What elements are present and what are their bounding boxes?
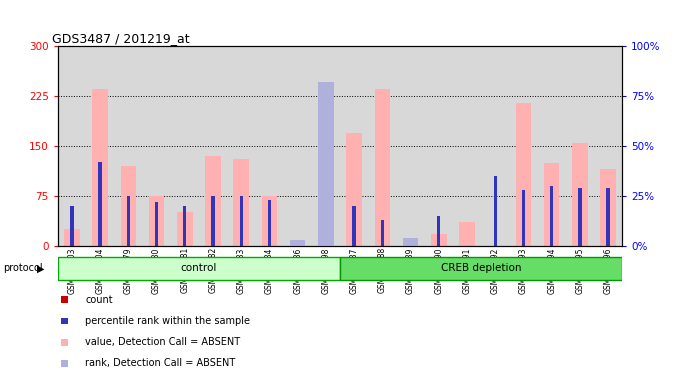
Bar (522, 190, 525, 246)
Bar (227, 46, 256, 246)
Bar (262, 196, 277, 246)
Bar (58, 257, 340, 280)
Bar (515, 103, 531, 246)
Bar (538, 46, 566, 246)
Bar (509, 46, 538, 246)
Text: protocol: protocol (3, 263, 43, 273)
Bar (369, 46, 396, 246)
Bar (340, 257, 622, 280)
Bar (126, 196, 130, 246)
Bar (318, 139, 334, 246)
Bar (290, 240, 305, 246)
Text: GDS3487 / 201219_at: GDS3487 / 201219_at (52, 32, 190, 45)
Bar (284, 46, 312, 246)
Bar (607, 188, 610, 246)
Bar (312, 46, 340, 246)
Text: rank, Detection Call = ABSENT: rank, Detection Call = ABSENT (85, 358, 235, 368)
Bar (58, 46, 86, 246)
Text: CREB depletion: CREB depletion (441, 263, 522, 273)
Bar (403, 238, 418, 246)
Bar (211, 196, 215, 246)
Bar (375, 89, 390, 246)
Bar (594, 46, 622, 246)
Bar (437, 216, 441, 246)
Text: ▶: ▶ (37, 263, 44, 273)
Bar (120, 166, 136, 246)
Bar (578, 188, 581, 246)
Text: count: count (85, 295, 113, 305)
Text: percentile rank within the sample: percentile rank within the sample (85, 316, 250, 326)
Bar (566, 46, 594, 246)
Bar (600, 169, 616, 246)
Bar (177, 212, 192, 246)
Bar (318, 82, 334, 246)
Bar (346, 132, 362, 246)
Bar (453, 46, 481, 246)
Bar (396, 46, 425, 246)
Bar (86, 46, 114, 246)
Bar (149, 196, 165, 246)
Bar (494, 176, 497, 246)
Bar (352, 206, 356, 246)
Text: control: control (181, 263, 217, 273)
Bar (572, 142, 588, 246)
Bar (155, 202, 158, 246)
Bar (268, 200, 271, 246)
Bar (481, 46, 509, 246)
Bar (114, 46, 143, 246)
Bar (64, 229, 80, 246)
Bar (550, 186, 554, 246)
Bar (70, 206, 73, 246)
Bar (459, 222, 475, 246)
Bar (99, 162, 102, 246)
Bar (403, 238, 418, 246)
Bar (205, 156, 221, 246)
Bar (340, 46, 369, 246)
Bar (233, 159, 249, 246)
Bar (290, 240, 305, 246)
Bar (544, 162, 560, 246)
Bar (256, 46, 284, 246)
Bar (171, 46, 199, 246)
Bar (199, 46, 227, 246)
Bar (143, 46, 171, 246)
Bar (431, 234, 447, 246)
Bar (381, 220, 384, 246)
Bar (92, 89, 108, 246)
Bar (425, 46, 453, 246)
Text: value, Detection Call = ABSENT: value, Detection Call = ABSENT (85, 337, 240, 347)
Bar (239, 196, 243, 246)
Bar (183, 206, 186, 246)
